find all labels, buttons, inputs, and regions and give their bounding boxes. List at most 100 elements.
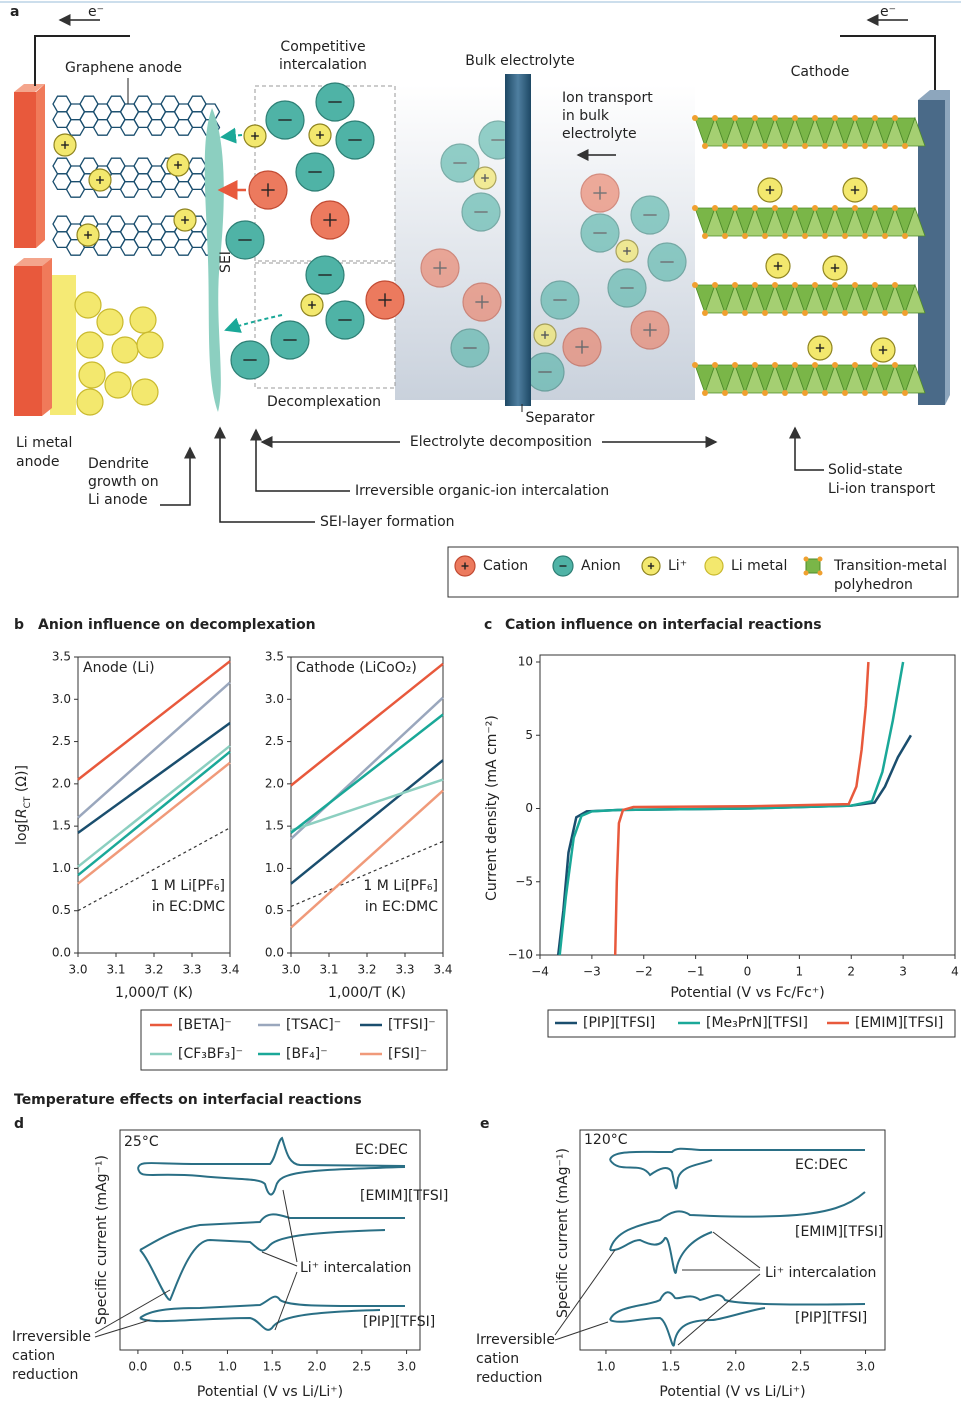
label: in bulk: [562, 108, 610, 124]
oxygen-dot: [822, 233, 828, 239]
oxygen-dot: [832, 115, 838, 121]
x-tick-label: 3.0: [397, 1360, 416, 1374]
oxygen-dot: [722, 390, 728, 396]
y-tick-label: 3.0: [265, 692, 284, 706]
arrow: [256, 430, 350, 491]
oxygen-dot: [812, 362, 818, 368]
pointer: [275, 1272, 297, 1330]
oxygen-dot: [742, 390, 748, 396]
separator: [505, 74, 531, 406]
legend-label: Li⁺: [668, 558, 687, 574]
label: Graphene anode: [65, 60, 182, 76]
label: Li anode: [88, 492, 148, 508]
x-tick-label: 3.0: [281, 963, 300, 977]
anion-icon: [231, 341, 269, 379]
oxygen-dot: [712, 362, 718, 368]
arrow: [222, 135, 242, 137]
x-tick-label: 3.2: [357, 963, 376, 977]
y-tick-label: 1.0: [265, 861, 284, 875]
pointer: [283, 1190, 297, 1262]
li-icon: [309, 124, 331, 146]
subplot-title: Cathode (LiCoO₂): [296, 660, 417, 676]
y-tick-label: 2.0: [52, 776, 71, 790]
x-axis-label: Potential (V vs Li/Li⁺): [659, 1384, 805, 1400]
oxygen-dot: [762, 143, 768, 149]
oxygen-dot: [802, 233, 808, 239]
label: Electrolyte decomposition: [410, 434, 592, 450]
oxygen-dot: [902, 233, 908, 239]
legend-label: polyhedron: [834, 577, 913, 593]
oxygen-dot: [722, 233, 728, 239]
x-tick-label: 1: [796, 965, 804, 979]
oxygen-dot: [902, 390, 908, 396]
oxygen-dot: [782, 143, 788, 149]
x-axis-label: Potential (V vs Fc/Fc⁺): [670, 985, 824, 1001]
cation-icon: [311, 201, 349, 239]
body: e⁻e⁻aSEIGraphene anodeCompetitiveinterca…: [0, 0, 961, 1404]
cation-icon: [421, 249, 459, 287]
oxygen-dot: [712, 205, 718, 211]
oxygen-dot: [782, 390, 788, 396]
oxygen-dot: [882, 233, 888, 239]
legend-label: [Me₃PrN][TFSI]: [706, 1015, 808, 1031]
ion: [112, 337, 138, 363]
oxygen-dot: [872, 362, 878, 368]
li-metal-anode-plate: [14, 266, 42, 416]
x-tick-label: 3.3: [395, 963, 414, 977]
anion-icon: [336, 121, 374, 159]
oxygen-dot: [902, 310, 908, 316]
anode-side: [42, 258, 52, 416]
x-tick-label: 0.5: [173, 1360, 192, 1374]
oxygen-dot: [732, 115, 738, 121]
legend-label: [BF₄]⁻: [286, 1046, 328, 1062]
anion-icon: [541, 281, 579, 319]
figure: e⁻e⁻aSEIGraphene anodeCompetitiveinterca…: [0, 0, 961, 1404]
label: Bulk electrolyte: [465, 53, 575, 69]
oxygen-dot: [702, 310, 708, 316]
oxygen-dot: [812, 205, 818, 211]
anion-icon: [271, 321, 309, 359]
y-tick-label: 0.0: [52, 946, 71, 960]
oxygen-dot: [712, 282, 718, 288]
li-icon: [766, 254, 790, 278]
annotation: reduction: [12, 1367, 78, 1383]
metal-icon: [105, 372, 131, 398]
oxygen-dot: [702, 233, 708, 239]
cation-icon: [249, 171, 287, 209]
oxygen-dot: [818, 571, 823, 576]
oxygen-dot: [812, 115, 818, 121]
y-tick-label: −5: [515, 874, 533, 888]
annotation: Irreversible: [12, 1329, 91, 1345]
cv-curve: [140, 1214, 405, 1300]
anion-icon: [608, 269, 646, 307]
panel-label: c: [484, 617, 492, 633]
oxygen-dot: [792, 205, 798, 211]
legend-label: [EMIM][TFSI]: [855, 1015, 943, 1031]
oxygen-dot: [882, 143, 888, 149]
panel-d-pointers: [95, 1190, 297, 1337]
y-axis-label-part: CT: [23, 796, 33, 808]
x-tick-label: 4: [951, 965, 959, 979]
oxygen-dot: [712, 115, 718, 121]
temperature-label: 120°C: [584, 1132, 628, 1148]
oxygen-dot: [782, 310, 788, 316]
y-axis-label-part: R: [14, 808, 30, 818]
x-tick-label: −2: [635, 965, 653, 979]
oxygen-dot: [702, 143, 708, 149]
x-tick-label: 1.0: [218, 1360, 237, 1374]
graphene-anode-plate: [14, 92, 36, 248]
series-line: [78, 682, 230, 817]
oxygen-dot: [852, 115, 858, 121]
metal-icon: [137, 332, 163, 358]
y-tick-label: 0.5: [52, 903, 71, 917]
subplot-title: Anode (Li): [83, 660, 155, 676]
temperature-label: 25°C: [124, 1134, 159, 1150]
anion-icon: [462, 193, 500, 231]
x-tick-label: 3.1: [106, 963, 125, 977]
anion-icon: [648, 243, 686, 281]
annotation: in EC:DMC: [152, 899, 225, 915]
oxygen-dot: [762, 233, 768, 239]
y-tick-label: 2.5: [52, 734, 71, 748]
legend-label: [TFSI]⁻: [388, 1017, 436, 1033]
x-tick-label: 3.4: [220, 963, 239, 977]
